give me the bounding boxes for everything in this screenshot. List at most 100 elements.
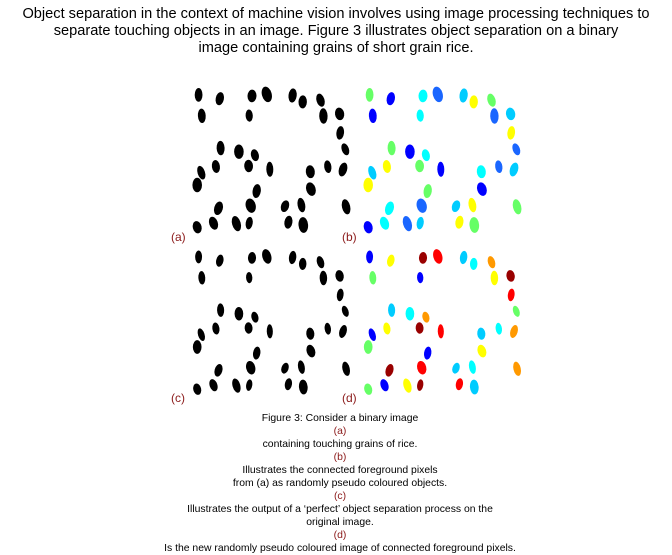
rice-grain: [298, 95, 307, 109]
rice-grain: [387, 140, 396, 156]
rice-grain: [363, 221, 373, 234]
rice-grain: [368, 270, 378, 286]
rice-grain: [458, 249, 469, 266]
rice-grain: [402, 377, 413, 394]
caption-line-3: original image. (d) Is the new randomly …: [20, 516, 660, 555]
rice-grain: [341, 143, 350, 156]
rice-grain: [233, 306, 245, 322]
rice-grain: [367, 327, 377, 342]
panel-b-label: (b): [341, 230, 358, 244]
rice-grain: [363, 382, 374, 396]
rice-grain: [468, 197, 477, 213]
rice-grain: [416, 378, 425, 392]
rice-grain: [384, 363, 395, 378]
rice-grain: [336, 126, 345, 140]
rice-grain: [284, 215, 293, 229]
rice-grain: [505, 107, 516, 121]
rice-grain: [418, 89, 428, 103]
panel-a-binary-rice: [184, 86, 354, 241]
rice-grain: [486, 255, 497, 270]
separated-rice-image: [191, 248, 351, 396]
caption-line-2: from (a) as randomly pseudo coloured obj…: [20, 477, 660, 516]
rice-grain: [379, 378, 390, 393]
rice-grain: [305, 343, 317, 359]
rice-grain: [283, 377, 293, 392]
rice-grain: [280, 361, 290, 375]
rice-grain: [250, 149, 259, 162]
rice-grain: [338, 324, 348, 339]
rice-grain: [402, 216, 413, 232]
rice-grain: [418, 251, 428, 265]
rice-grain: [197, 270, 207, 286]
rice-grain: [495, 160, 503, 174]
caption-line-1: Figure 3: Consider a binary image (a) co…: [20, 412, 660, 477]
rice-grain: [469, 217, 480, 233]
rice-grain: [423, 184, 432, 199]
rice-grain: [494, 321, 503, 336]
rice-grain: [298, 256, 308, 271]
rice-grain: [362, 339, 374, 355]
rice-grain: [334, 269, 345, 283]
pseudo-coloured-rice-image: [363, 86, 522, 234]
rice-grain: [194, 88, 203, 102]
rice-grain: [489, 269, 500, 287]
rice-grain: [208, 378, 219, 393]
rice-grain: [211, 321, 221, 336]
rice-grain: [404, 306, 416, 322]
rice-grain: [387, 302, 397, 318]
rice-grain: [335, 287, 345, 303]
rice-grain: [192, 177, 202, 193]
rice-grain: [363, 177, 373, 193]
rice-grain: [414, 321, 425, 335]
rice-grain: [507, 126, 516, 140]
rice-grain: [379, 216, 390, 230]
rice-grain: [469, 378, 480, 396]
rice-grain: [250, 310, 260, 324]
rice-grain: [340, 304, 350, 318]
rice-grain: [252, 345, 262, 361]
rice-grain: [454, 377, 464, 392]
rice-grain: [416, 360, 428, 376]
rice-grain: [368, 108, 377, 123]
rice-grain: [324, 160, 332, 174]
rice-grain: [234, 144, 244, 159]
rice-grain: [334, 107, 345, 121]
rice-grain: [231, 216, 242, 232]
rice-grain: [416, 109, 424, 122]
rice-grain: [215, 253, 225, 268]
rice-grain: [386, 92, 396, 106]
rice-grain: [231, 377, 242, 394]
rice-grain: [365, 249, 374, 265]
rice-grain: [386, 253, 396, 268]
caption-ref-c: (c): [333, 491, 347, 502]
rice-grain: [416, 216, 424, 230]
rice-grain: [287, 249, 298, 266]
rice-grain: [318, 269, 329, 287]
rice-grain: [194, 249, 203, 265]
panel-d-label: (d): [341, 391, 358, 405]
figure-caption: Figure 3: Consider a binary image (a) co…: [20, 412, 660, 555]
rice-grain: [476, 165, 486, 179]
rice-grain: [509, 162, 519, 177]
rice-grain: [421, 149, 430, 162]
panel-b-pseudo-coloured: [355, 86, 525, 241]
intro-line-1: Object separation in the context of mach…: [22, 6, 650, 22]
rice-grain: [216, 302, 226, 318]
rice-grain: [243, 321, 254, 335]
rice-grain: [191, 339, 203, 355]
rice-grain: [305, 182, 316, 196]
rice-grain: [197, 108, 206, 123]
rice-grain: [436, 323, 445, 340]
rice-grain: [512, 199, 522, 215]
binary-rice-image: [192, 86, 351, 234]
rice-grain: [252, 184, 261, 199]
rice-grain: [215, 92, 225, 106]
rice-grain: [197, 165, 206, 180]
panel-a-label: (a): [170, 230, 187, 244]
rice-grain: [451, 200, 461, 213]
rice-grain: [476, 343, 488, 359]
rice-grain: [288, 88, 297, 103]
rice-grain: [365, 88, 374, 102]
rice-grain: [247, 251, 257, 265]
rice-grain: [315, 255, 326, 270]
